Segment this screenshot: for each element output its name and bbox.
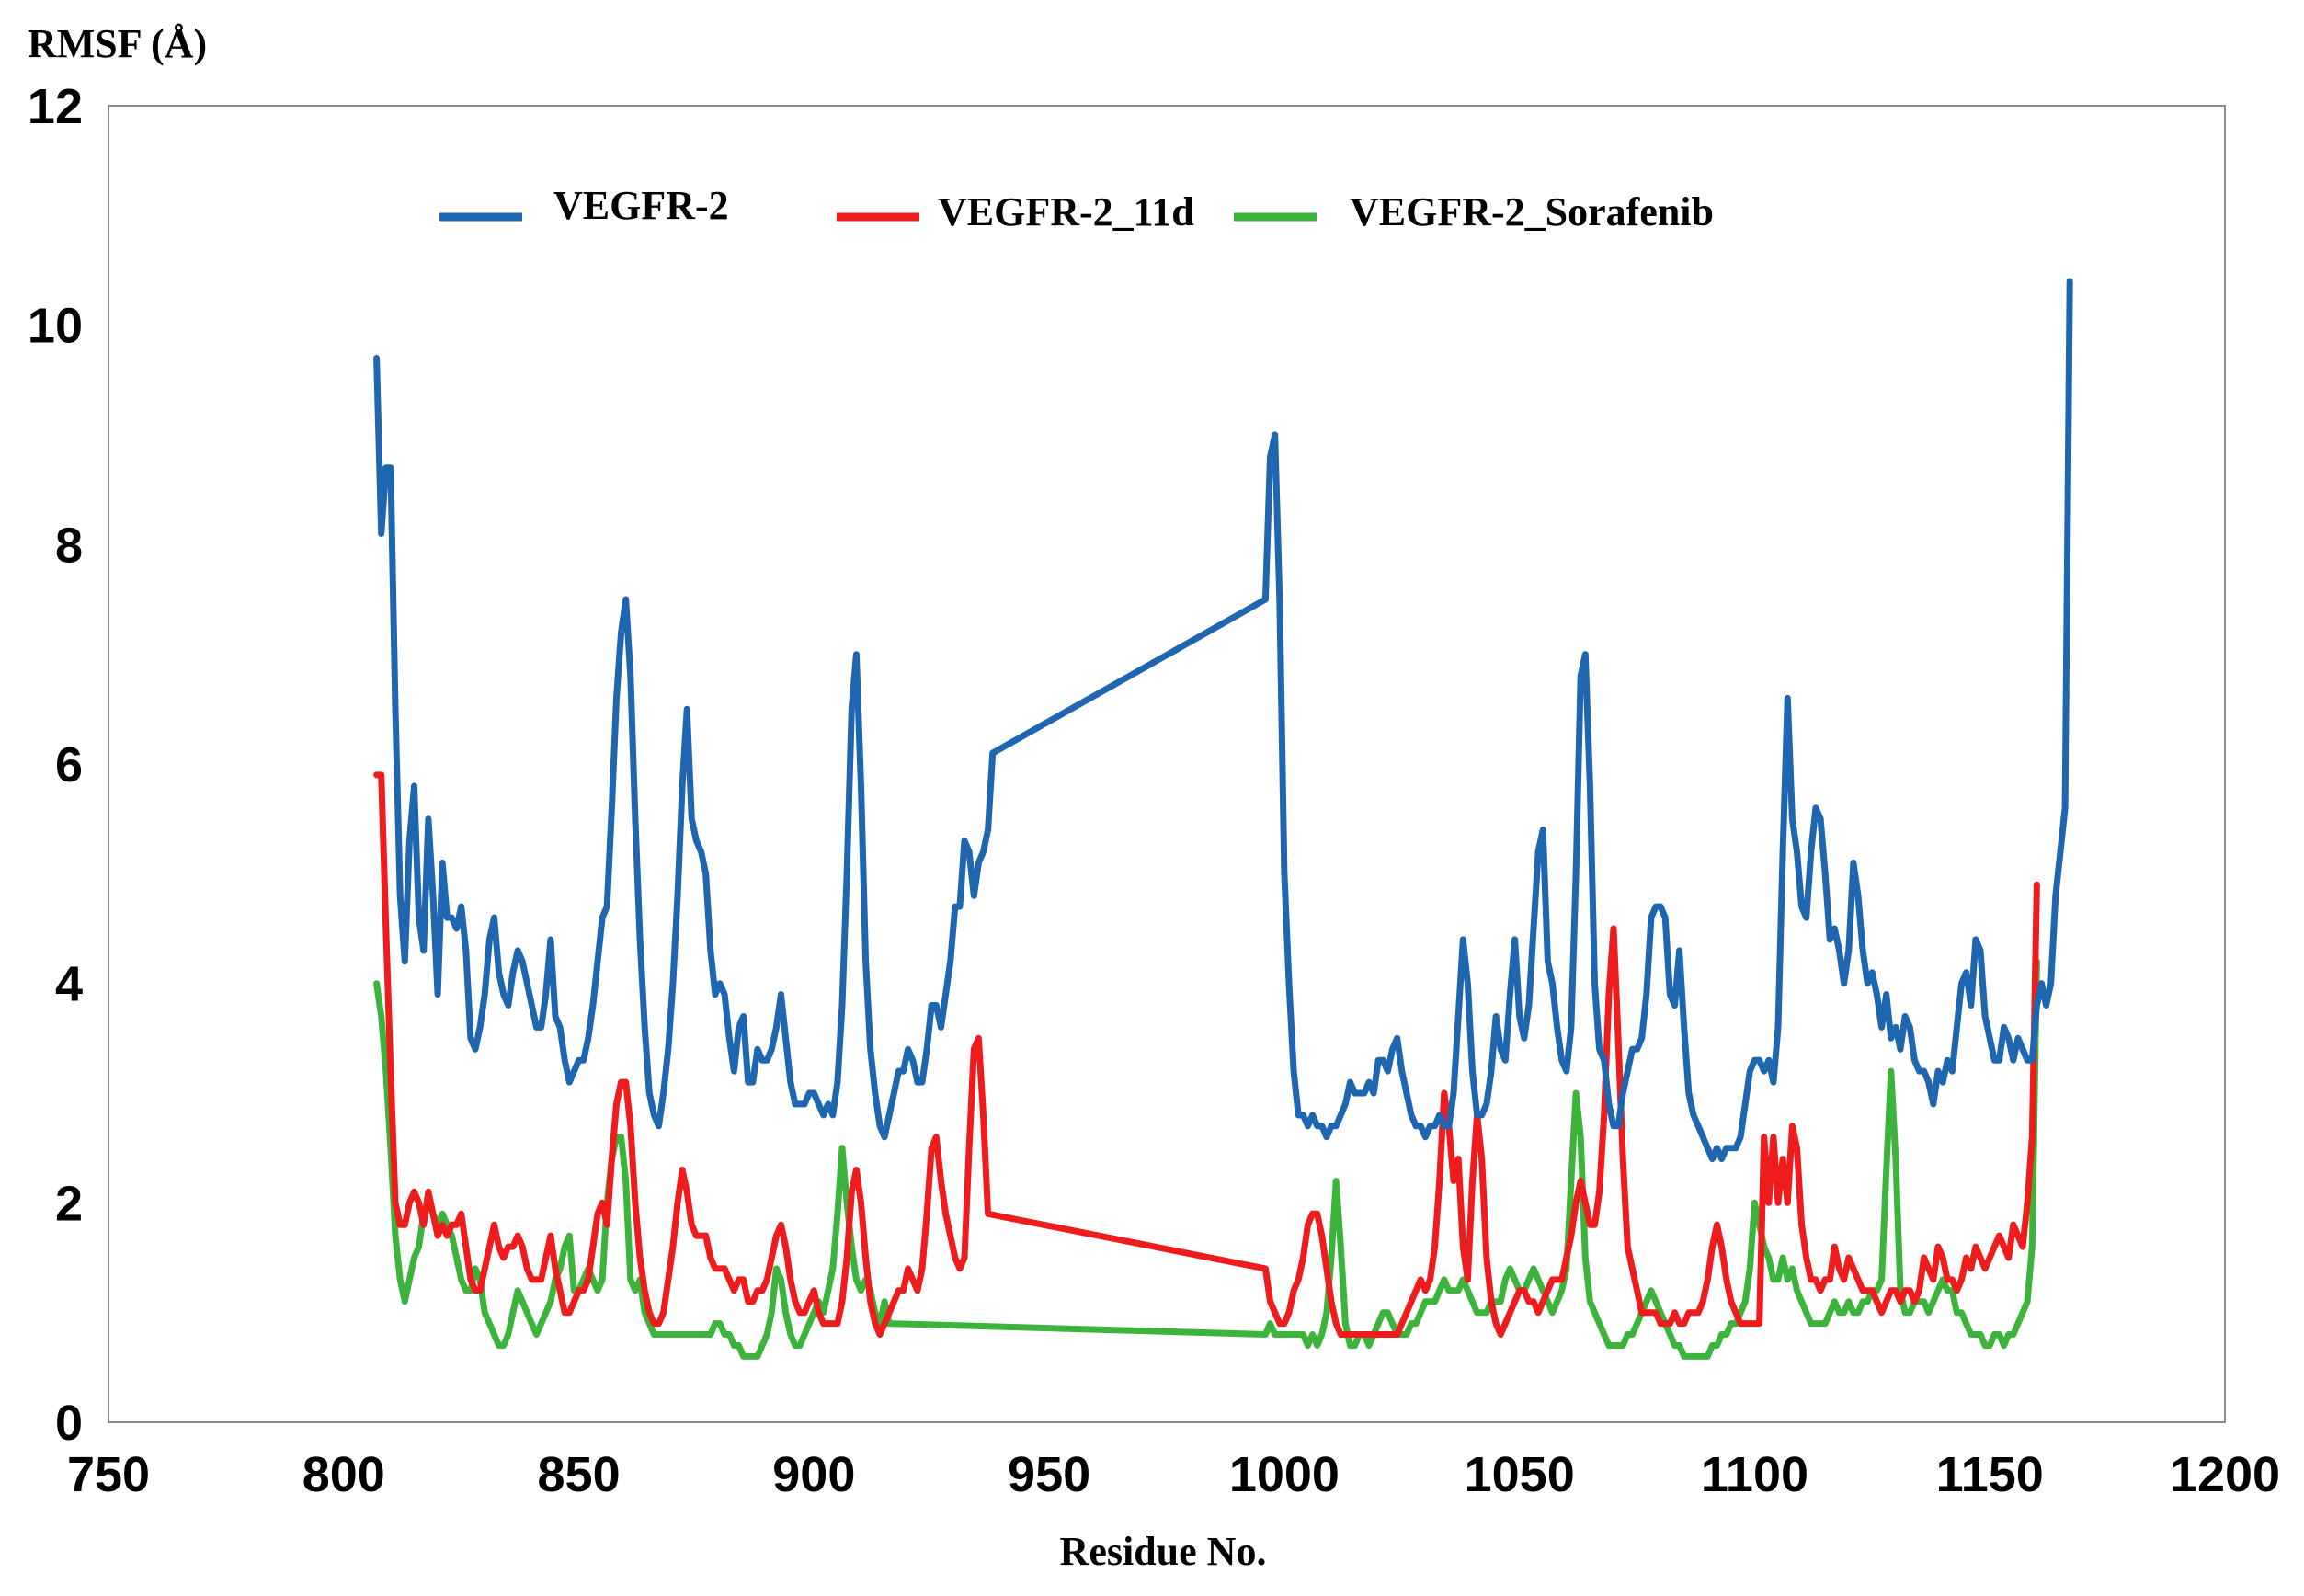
y-tick-label: 10 <box>28 299 83 354</box>
x-tick-labels: 750 800 850 900 950 1000 1050 1100 1150 1200 <box>67 1447 2280 1502</box>
x-tick-label: 850 <box>538 1447 621 1502</box>
y-tick-label: 0 <box>55 1396 83 1451</box>
y-axis-title: RMSF (Å) <box>28 21 207 66</box>
x-tick-label: 950 <box>1008 1447 1090 1502</box>
legend-label-vegfr2: VEGFR-2 <box>553 183 729 228</box>
y-tick-label: 8 <box>55 518 83 573</box>
y-tick-label: 12 <box>28 79 83 134</box>
x-tick-label: 1100 <box>1701 1447 1808 1502</box>
y-tick-label: 6 <box>55 737 83 792</box>
y-tick-label: 2 <box>55 1176 83 1231</box>
x-tick-label: 1050 <box>1465 1447 1575 1502</box>
legend: VEGFR-2 VEGFR-2_11d VEGFR-2_Sorafenib <box>439 183 1714 234</box>
x-tick-label: 750 <box>67 1447 150 1502</box>
plot-area <box>108 105 2226 1423</box>
y-tick-labels: 0 2 4 6 8 10 12 <box>28 79 83 1451</box>
series-line-vegfr-2-11d <box>373 771 2040 1338</box>
y-tick-label: 4 <box>55 957 83 1012</box>
x-axis-title: Residue No. <box>1060 1529 1267 1574</box>
x-tick-label: 900 <box>772 1447 855 1502</box>
legend-label-vegfr2-11d: VEGFR-2_11d <box>938 189 1194 234</box>
x-tick-label: 1150 <box>1936 1447 2044 1502</box>
series-line-vegfr-2 <box>373 278 2073 1163</box>
legend-label-vegfr2-sorafenib: VEGFR-2_Sorafenib <box>1350 189 1714 234</box>
x-tick-label: 1200 <box>2170 1447 2280 1502</box>
x-tick-label: 1000 <box>1229 1447 1340 1502</box>
x-tick-label: 800 <box>302 1447 385 1502</box>
series-layer <box>373 278 2073 1360</box>
